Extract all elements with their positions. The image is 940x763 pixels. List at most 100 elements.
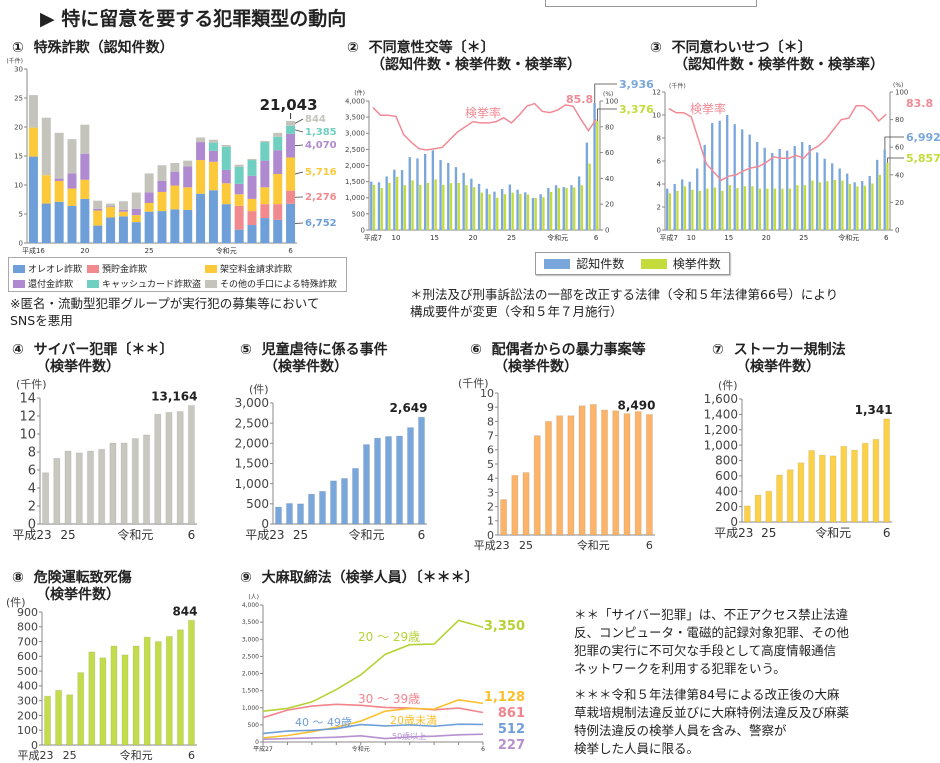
series-line (262, 733, 484, 741)
recognized-bar (703, 144, 706, 230)
stacked-bar-segment (54, 178, 64, 181)
recognized-bar (493, 191, 496, 230)
y-tick-label: 6 (28, 464, 36, 479)
y2-tick-label: 60 (895, 144, 904, 152)
note-line: 犯罪の実行に不可欠な手段として高度情報通信 (574, 643, 837, 658)
arrest-bar (773, 188, 777, 230)
y-tick-label: 800 (715, 454, 738, 468)
recognized-bar (462, 172, 465, 230)
legend-item: その他の手口による特殊詐欺 (205, 277, 337, 290)
note-line: 検挙した人員に限る。 (574, 741, 700, 756)
recognized-bar (726, 115, 729, 230)
legend-item: オレオレ詐欺 (13, 262, 82, 275)
recognized-bar (778, 148, 781, 230)
stacked-bar-segment (273, 136, 283, 151)
x-tick-label: 25 (293, 528, 308, 542)
heading-number: ⑤ (240, 342, 252, 358)
bar (776, 474, 783, 523)
heading-title: ストーカー規制法 (733, 342, 846, 358)
bar (99, 657, 107, 746)
y-tick-label: 14 (19, 392, 36, 407)
bar (384, 435, 393, 525)
heading-title: 特殊詐欺（認知件数） (33, 40, 174, 56)
series-label: 検挙率 (465, 105, 501, 120)
arrest-bar (449, 183, 453, 230)
end-value-label: 3,350 (484, 619, 525, 634)
arrest-bar (721, 190, 724, 230)
bar (187, 619, 196, 746)
stacked-bar-segment (196, 142, 206, 161)
note-line: ＊＊＊令和５年法律第84号による改正後の大麻 (574, 687, 840, 702)
y-tick-label: 700 (17, 635, 38, 648)
stacked-bar-segment (221, 144, 231, 147)
stacked-bar-segment (273, 219, 283, 243)
y2-tick-label: 20 (895, 199, 904, 207)
stacked-bar-segment (273, 204, 283, 220)
bar (406, 427, 415, 525)
x-tick-label: 25 (60, 528, 75, 542)
y-tick-label: 1,000 (704, 438, 738, 452)
y-tick-label: 500 (352, 210, 365, 218)
x-tick-label: 10 (391, 234, 400, 242)
y-tick-label: 1,000 (345, 194, 365, 202)
heading-title: 大麻取締法（検挙人員）〔＊＊＊〕 (261, 570, 479, 586)
recognized-bar (570, 185, 573, 230)
arrest-bar (841, 180, 844, 230)
arrest-bar (803, 185, 807, 230)
series-line (262, 619, 484, 712)
stacked-bar-segment (80, 153, 90, 180)
stacked-bar-segment (157, 191, 167, 212)
bar (307, 493, 316, 525)
stacked-bar-segment (80, 124, 90, 154)
note-line: 反、コンピュータ・電磁的記録対象犯罪、その他 (574, 625, 850, 640)
y-tick-label: 500 (17, 665, 38, 678)
y2-tick-label: 20 (605, 201, 614, 209)
y2-tick-label: 40 (605, 175, 614, 183)
stacked-bar-segment (234, 229, 244, 243)
arrest-rate-line (372, 102, 597, 151)
x-tick-label: 平成23 (474, 539, 510, 552)
arrest-bar (856, 186, 859, 230)
arrest-bar (766, 188, 769, 230)
bar (840, 445, 848, 523)
stacked-bar-segment (131, 215, 141, 223)
y-tick-label: 8 (657, 134, 661, 142)
x-tick-label: 平成27 (253, 745, 273, 753)
series-line (262, 703, 484, 719)
bar (522, 472, 530, 536)
heading-subtitle: （検挙件数） (36, 587, 120, 603)
y-tick-label: 200 (715, 500, 738, 514)
stacked-bar-segment (54, 201, 64, 243)
stacked-bar-segment (80, 179, 90, 199)
stacked-bar-segment (28, 95, 38, 128)
end-value-label: 844 (305, 114, 326, 125)
recognized-bar (447, 162, 450, 230)
y-unit-label: (千件) (669, 82, 686, 90)
x-tick-label: 6 (188, 528, 196, 542)
y-unit-label: (件) (6, 596, 26, 609)
x-tick-label: 6 (883, 526, 891, 540)
y-tick-label: 2 (28, 500, 36, 515)
bar (154, 413, 162, 525)
note-line: SNSを悪用 (10, 313, 73, 328)
arrest-bar (736, 188, 739, 230)
y-tick-label: 1,400 (704, 408, 738, 422)
legend-label: その他の手口による特殊詐欺 (220, 280, 337, 290)
bar (42, 472, 50, 525)
legend-swatch (205, 264, 217, 273)
heading-stalker: ⑦ ストーカー規制法 （検挙件数） (712, 342, 846, 376)
y-tick-label: 0 (261, 517, 269, 531)
note-cyber: ＊＊「サイバー犯罪」は、不正アクセス禁止法違 反、コンピュータ・電磁的記録対象犯罪… (574, 606, 849, 678)
stacked-bar-segment (286, 125, 296, 134)
stacked-bar-segment (260, 140, 270, 143)
bar (53, 457, 61, 525)
top-frame (545, 0, 757, 7)
recognized-bar (393, 169, 396, 230)
recognized-bar (846, 173, 849, 230)
bar (578, 405, 586, 536)
bar (829, 455, 837, 523)
bar (285, 502, 294, 525)
legend-label: 認知件数 (576, 257, 625, 271)
bar (75, 452, 83, 525)
y-tick-label: 800 (17, 621, 38, 634)
